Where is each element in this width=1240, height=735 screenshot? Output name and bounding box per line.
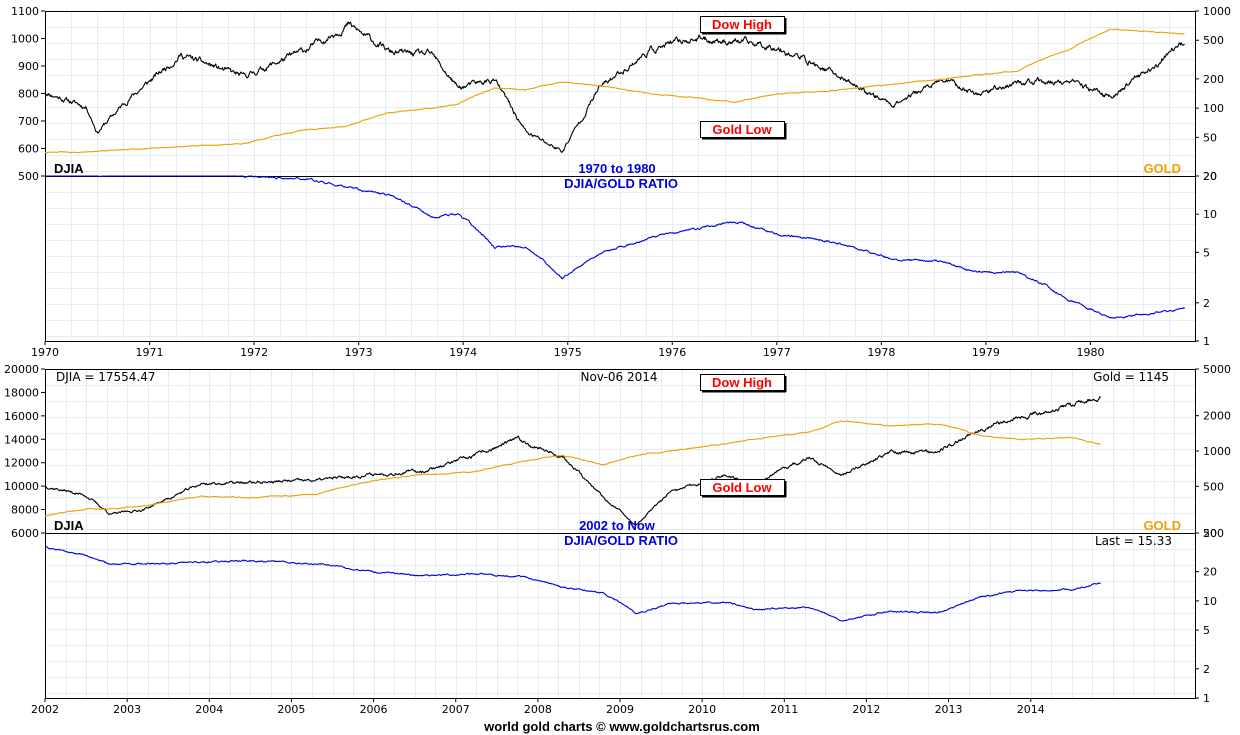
year-label: 2011 <box>770 703 798 716</box>
djia-tick-label: 800 <box>18 88 39 101</box>
ratio-title: DJIA/GOLD RATIO <box>564 533 678 548</box>
ratio-tick-label: 50 <box>1203 527 1217 540</box>
ratio-tick-label: 20 <box>1203 566 1217 579</box>
gold-axis-label: GOLD <box>1143 518 1181 533</box>
djia-tick-label: 6000 <box>11 527 39 540</box>
djia-tick-label: 900 <box>18 60 39 73</box>
panel-top <box>41 10 1199 345</box>
ratio-tick-label: 1 <box>1203 692 1210 705</box>
year-label: 1972 <box>240 346 268 359</box>
gold-tick-label: 200 <box>1203 73 1224 86</box>
ratio-line <box>45 175 1185 319</box>
year-label: 2010 <box>688 703 716 716</box>
year-label: 2008 <box>524 703 552 716</box>
ratio-tick-label: 5 <box>1203 246 1210 259</box>
gold-tick-label: 200 <box>1203 527 1224 540</box>
djia-line <box>44 396 1101 526</box>
djia-axis-label: DJIA <box>54 161 84 176</box>
djia-axis-label: DJIA <box>54 518 84 533</box>
djia-tick-label: 1000 <box>11 33 39 46</box>
ratio-tick-label: 10 <box>1203 595 1217 608</box>
djia-tick-label: 1100 <box>11 5 39 18</box>
gold-value: Gold = 1145 <box>1093 370 1169 384</box>
gold-axis-label: GOLD <box>1143 161 1181 176</box>
djia-line <box>44 21 1185 153</box>
year-label: 1979 <box>972 346 1000 359</box>
ratio-last-value: Last = 15.33 <box>1095 534 1172 548</box>
dow-high-label: Dow High <box>712 375 772 390</box>
djia-tick-label: 18000 <box>4 386 39 399</box>
gold-tick-label: 2000 <box>1203 410 1231 423</box>
djia-tick-label: 600 <box>18 143 39 156</box>
year-label: 2012 <box>852 703 880 716</box>
gold-tick-label: 500 <box>1203 34 1224 47</box>
year-label: 2006 <box>360 703 388 716</box>
djia-tick-label: 700 <box>18 115 39 128</box>
gold-tick-label: 1000 <box>1203 5 1231 18</box>
djia-tick-label: 8000 <box>11 504 39 517</box>
year-label: 1975 <box>554 346 582 359</box>
footer-credit: world gold charts © www.goldchartsrus.co… <box>483 719 760 734</box>
djia-tick-label: 14000 <box>4 433 39 446</box>
year-label: 1977 <box>763 346 791 359</box>
year-label: 2003 <box>113 703 141 716</box>
year-label: 1976 <box>658 346 686 359</box>
gold-line <box>45 28 1185 154</box>
djia-tick-label: 12000 <box>4 457 39 470</box>
year-label: 1973 <box>345 346 373 359</box>
gold-tick-label: 50 <box>1203 131 1217 144</box>
dow-high-label: Dow High <box>712 17 772 32</box>
gold-tick-label: 1000 <box>1203 445 1231 458</box>
ratio-tick-label: 2 <box>1203 297 1210 310</box>
year-label: 2002 <box>31 703 59 716</box>
gold-tick-label: 100 <box>1203 102 1224 115</box>
year-label: 1970 <box>31 346 59 359</box>
gold-tick-label: 5000 <box>1203 363 1231 376</box>
gold-line <box>45 420 1101 517</box>
djia-tick-label: 16000 <box>4 410 39 423</box>
ratio-title: DJIA/GOLD RATIO <box>564 176 678 191</box>
ratio-tick-label: 5 <box>1203 624 1210 637</box>
year-label: 2009 <box>606 703 634 716</box>
gold-low-label: Gold Low <box>712 122 772 137</box>
djia-tick-label: 20000 <box>4 363 39 376</box>
year-label: 2007 <box>442 703 470 716</box>
ratio-line <box>45 545 1101 622</box>
date-range-label: 1970 to 1980 <box>578 161 655 176</box>
year-label: 1978 <box>867 346 895 359</box>
gold-tick-label: 20 <box>1203 170 1217 183</box>
djia-tick-label: 10000 <box>4 480 39 493</box>
ratio-tick-label: 1 <box>1203 335 1210 348</box>
year-label: 1971 <box>136 346 164 359</box>
date-range-label: 2002 to Now <box>579 518 656 533</box>
djia-tick-label: 500 <box>18 170 39 183</box>
gold-tick-label: 500 <box>1203 480 1224 493</box>
ratio-tick-label: 20 <box>1203 170 1217 183</box>
djia-value: DJIA = 17554.47 <box>56 370 155 384</box>
ratio-tick-label: 2 <box>1203 663 1210 676</box>
gold-low-label: Gold Low <box>712 480 772 495</box>
year-label: 1980 <box>1076 346 1104 359</box>
current-date: Nov-06 2014 <box>580 370 657 384</box>
year-label: 2004 <box>195 703 223 716</box>
year-label: 2005 <box>277 703 305 716</box>
year-label: 2014 <box>1017 703 1045 716</box>
panel-bottom <box>41 368 1199 702</box>
ratio-tick-label: 10 <box>1203 208 1217 221</box>
year-label: 2013 <box>935 703 963 716</box>
year-label: 1974 <box>449 346 477 359</box>
